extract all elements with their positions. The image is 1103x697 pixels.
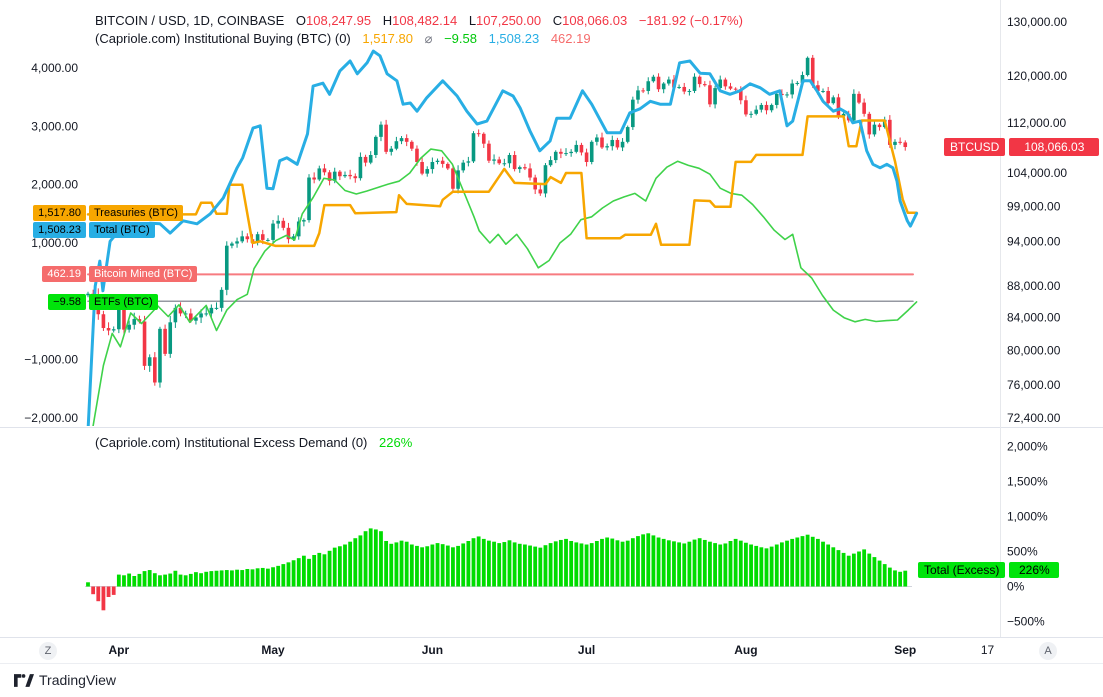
price-badge-symbol: BTCUSD	[944, 138, 1006, 157]
main-price-panel[interactable]	[86, 49, 919, 456]
last-price-badge: BTCUSD 108,066.03	[944, 138, 1100, 157]
total-btc-line	[86, 49, 919, 426]
ohlc-close-value: 108,066.03	[562, 13, 628, 28]
price-badge-value: 108,066.03	[1009, 138, 1100, 157]
svg-text:94,000.00: 94,000.00	[1007, 234, 1061, 248]
auto-scale-button-label: A	[1044, 645, 1052, 657]
time-axis-label: Jun	[421, 643, 444, 657]
svg-text:−2,000.00: −2,000.00	[24, 411, 78, 425]
time-axis-label: 17	[980, 643, 995, 657]
ohlc-high-label: H	[382, 13, 393, 28]
institutional-buying-legend: (Capriole.com) Institutional Buying (BTC…	[95, 31, 591, 47]
total-last-value: 1,508.23	[488, 31, 540, 46]
svg-text:76,000.00: 76,000.00	[1007, 378, 1061, 392]
svg-text:1,500%: 1,500%	[1007, 475, 1048, 489]
excess-histogram[interactable]	[85, 528, 912, 611]
svg-text:80,000.00: 80,000.00	[1007, 343, 1061, 357]
etfs-badge-value: −9.58	[48, 293, 86, 310]
svg-text:−500%: −500%	[1007, 615, 1045, 629]
svg-text:84,000.00: 84,000.00	[1007, 310, 1061, 324]
excess-badge-label: Total (Excess)	[918, 562, 1006, 579]
zoom-out-button-label: Z	[44, 645, 52, 657]
treasuries-last-value: 1,517.80	[362, 31, 413, 46]
zoom-out-button[interactable]: Z	[39, 642, 57, 660]
svg-text:120,000.00: 120,000.00	[1007, 69, 1067, 83]
excess-indicator-title[interactable]: (Capriole.com) Institutional Excess Dema…	[95, 435, 368, 450]
mined-badge-value: 462.19	[42, 266, 86, 283]
treasuries-line	[86, 115, 918, 248]
footer-bar: TradingView	[0, 663, 1103, 697]
etfs-badge-label: ETFs (BTC)	[89, 293, 158, 310]
excess-last-value: 226%	[379, 435, 413, 450]
time-axis[interactable]: Z A Apr May Jun Jul Aug Sep 17	[0, 637, 1103, 664]
time-axis-label: Sep	[894, 643, 917, 657]
ohlc-high-value: 108,482.14	[392, 13, 458, 28]
candlestick-series	[86, 54, 908, 388]
auto-scale-button[interactable]: A	[1039, 642, 1057, 660]
time-axis-label: Jul	[577, 643, 596, 657]
svg-text:500%: 500%	[1007, 545, 1038, 559]
tradingview-brand-text[interactable]: TradingView	[39, 672, 117, 688]
percent-axis[interactable]: 2,000% 1,500% 1,000% 500% 0% −500%	[1007, 440, 1048, 629]
time-axis-label: Apr	[108, 643, 130, 657]
time-axis-label: Aug	[734, 643, 758, 657]
svg-text:88,000.00: 88,000.00	[1007, 279, 1061, 293]
indicator-title[interactable]: (Capriole.com) Institutional Buying (BTC…	[95, 31, 351, 46]
mined-badge-label: Bitcoin Mined (BTC)	[89, 266, 198, 283]
excess-badge-value: 226%	[1009, 562, 1060, 579]
ohlc-low-value: 107,250.00	[476, 13, 542, 28]
ohlc-close-label: C	[552, 13, 563, 28]
svg-text:99,000.00: 99,000.00	[1007, 199, 1061, 213]
mined-last-value: 462.19	[550, 31, 591, 46]
excess-demand-legend: (Capriole.com) Institutional Excess Dema…	[95, 435, 412, 450]
total-badge-label: Total (BTC)	[89, 221, 155, 238]
left-indicator-axis[interactable]: 4,000.00 3,000.00 2,000.00 1,000.00 −1,000.0…	[24, 61, 78, 425]
svg-text:72,400.00: 72,400.00	[1007, 411, 1061, 425]
series-value-badge-etfs: −9.58 ETFs (BTC)	[22, 293, 158, 310]
ohlc-low-label: L	[468, 13, 477, 28]
ohlc-open-label: O	[295, 13, 307, 28]
svg-text:−1,000.00: −1,000.00	[24, 353, 78, 367]
treasuries-badge-value: 1,517.80	[33, 204, 86, 221]
right-price-axis[interactable]: 130,000.00 120,000.00 112,000.00 104,000.00…	[1007, 15, 1067, 425]
svg-text:1,000%: 1,000%	[1007, 510, 1048, 524]
svg-text:3,000.00: 3,000.00	[31, 119, 78, 133]
excess-value-badge: Total (Excess) 226%	[918, 562, 1060, 579]
total-badge-value: 1,508.23	[33, 221, 86, 238]
series-value-badge-bitcoin-mined: 462.19 Bitcoin Mined (BTC)	[22, 266, 198, 283]
svg-text:112,000.00: 112,000.00	[1007, 116, 1066, 130]
treasuries-badge-label: Treasuries (BTC)	[89, 204, 183, 221]
svg-text:0%: 0%	[1007, 580, 1025, 594]
symbol-legend: BITCOIN / USD, 1D, COINBASE O108,247.95 …	[95, 13, 743, 28]
ohlc-open-value: 108,247.95	[306, 13, 372, 28]
svg-text:2,000%: 2,000%	[1007, 440, 1048, 454]
symbol-title[interactable]: BITCOIN / USD, 1D, COINBASE	[95, 13, 285, 28]
svg-text:1,000.00: 1,000.00	[31, 236, 78, 250]
time-axis-label: May	[261, 643, 285, 657]
average-symbol: ⌀	[424, 31, 433, 46]
etfs-line	[92, 148, 918, 426]
svg-text:2,000.00: 2,000.00	[31, 178, 78, 192]
tradingview-logo-icon[interactable]	[14, 673, 34, 688]
series-value-badge-total: 1,508.23 Total (BTC)	[22, 221, 155, 238]
etfs-last-value: −9.58	[444, 31, 477, 46]
svg-text:130,000.00: 130,000.00	[1007, 15, 1067, 29]
svg-text:4,000.00: 4,000.00	[31, 61, 78, 75]
change-value: −181.92 (−0.17%)	[638, 13, 743, 28]
series-value-badge-treasuries: 1,517.80 Treasuries (BTC)	[22, 204, 183, 221]
svg-text:104,000.00: 104,000.00	[1007, 166, 1067, 180]
